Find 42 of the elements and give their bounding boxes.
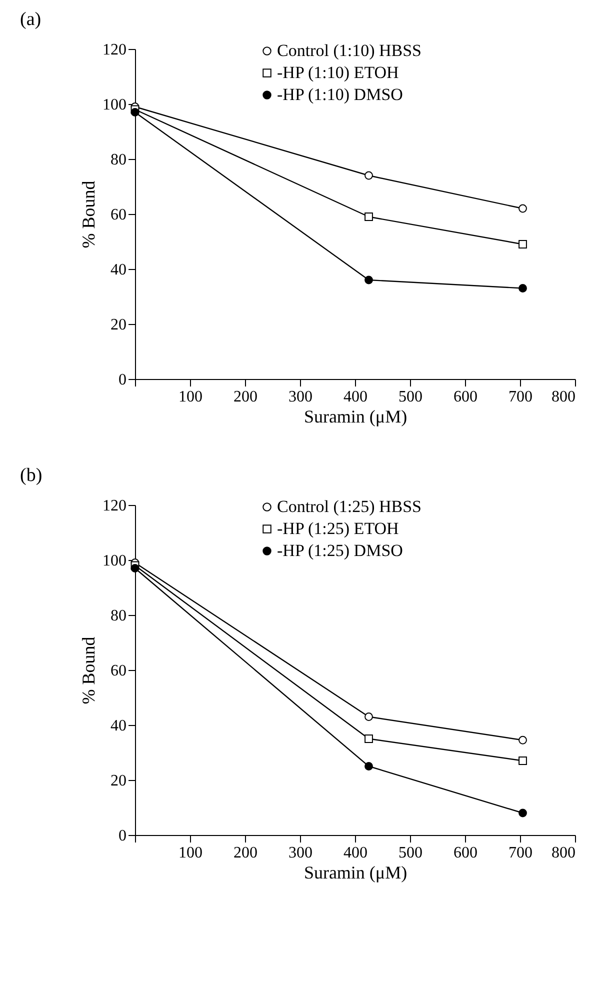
x-axis-title: Suramin (μM) bbox=[304, 862, 408, 882]
y-tick-label: 120 bbox=[102, 498, 126, 514]
x-tick-label: 300 bbox=[288, 844, 312, 862]
x-tick-label: 800 bbox=[552, 844, 576, 862]
legend-label: Control (1:25) HBSS bbox=[277, 497, 422, 516]
x-tick-label: 800 bbox=[552, 388, 576, 406]
x-tick-label: 700 bbox=[508, 844, 532, 862]
legend-label: -HP (1:10) ETOH bbox=[277, 63, 399, 82]
y-tick-label: 0 bbox=[118, 828, 126, 844]
y-tick-label: 60 bbox=[110, 206, 126, 224]
y-tick-label: 20 bbox=[110, 316, 126, 334]
x-tick-label: 200 bbox=[234, 844, 258, 862]
legend-label: -HP (1:25) ETOH bbox=[277, 519, 399, 538]
x-tick-label: 400 bbox=[344, 844, 368, 862]
y-tick-label: 80 bbox=[110, 152, 126, 168]
x-tick-label: 600 bbox=[454, 388, 478, 406]
x-tick-label: 400 bbox=[344, 388, 368, 406]
legend-label: Control (1:10) HBSS bbox=[277, 41, 422, 60]
y-tick-label: 100 bbox=[102, 552, 126, 570]
y-tick-label: 100 bbox=[102, 96, 126, 114]
x-tick-label: 200 bbox=[234, 388, 258, 406]
x-tick-label: 500 bbox=[398, 844, 422, 862]
x-tick-label: 300 bbox=[288, 388, 312, 406]
y-tick-label: 40 bbox=[110, 718, 126, 734]
y-tick-label: 40 bbox=[110, 262, 126, 278]
y-tick-label: 120 bbox=[102, 42, 126, 58]
x-tick-label: 600 bbox=[454, 844, 478, 862]
y-tick-label: 0 bbox=[118, 372, 126, 388]
chart-title: (b) bbox=[20, 465, 42, 486]
legend-label: -HP (1:25) DMSO bbox=[277, 541, 403, 560]
x-tick-label: 100 bbox=[178, 844, 202, 862]
x-tick-label: 100 bbox=[178, 388, 202, 406]
y-tick-label: 80 bbox=[110, 608, 126, 624]
x-axis-title: Suramin (μM) bbox=[304, 406, 408, 426]
y-axis-title: % Bound bbox=[78, 636, 98, 704]
chart-title: (a) bbox=[20, 9, 42, 30]
y-axis-title: % Bound bbox=[78, 180, 98, 248]
legend-label: -HP (1:10) DMSO bbox=[277, 85, 403, 104]
x-tick-label: 500 bbox=[398, 388, 422, 406]
y-tick-label: 20 bbox=[110, 772, 126, 790]
x-tick-label: 700 bbox=[508, 388, 532, 406]
y-tick-label: 60 bbox=[110, 662, 126, 680]
